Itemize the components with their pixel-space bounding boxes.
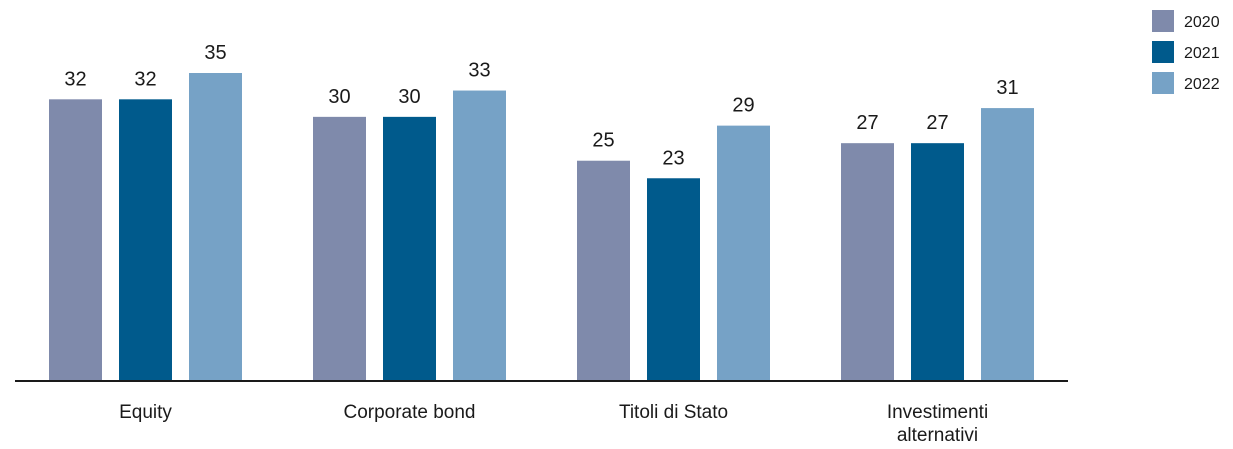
legend-label-2020: 2020 <box>1184 14 1220 31</box>
data-label-2021-1: 30 <box>398 86 420 108</box>
bar-2022-3 <box>981 108 1034 380</box>
legend-label-2022: 2022 <box>1184 76 1220 93</box>
data-label-2021-2: 23 <box>662 147 684 169</box>
bar-2021-3 <box>911 143 964 380</box>
category-label-3-0: Investimenti <box>887 402 988 423</box>
data-label-2021-3: 27 <box>926 112 948 134</box>
category-label-1-0: Corporate bond <box>343 402 475 423</box>
data-label-2022-2: 29 <box>732 95 754 117</box>
data-label-2022-1: 33 <box>468 60 490 82</box>
bar-2020-1 <box>313 116 366 380</box>
data-label-2020-2: 25 <box>592 130 614 152</box>
legend-swatch-2022 <box>1152 72 1174 94</box>
bar-2021-0 <box>119 99 172 381</box>
bar-2020-0 <box>49 99 102 381</box>
data-label-2020-3: 27 <box>856 112 878 134</box>
legend-swatch-2020 <box>1152 10 1174 32</box>
category-label-3-1: alternativi <box>897 425 978 446</box>
bar-2020-2 <box>577 160 630 380</box>
legend: 2020 2021 2022 <box>1152 10 1220 94</box>
bars-layer: 32 32 35 30 30 33 25 23 29 27 27 31 <box>49 42 1034 381</box>
bar-2021-2 <box>647 178 700 380</box>
category-label-2-0: Titoli di Stato <box>619 402 728 423</box>
bar-2020-3 <box>841 143 894 380</box>
bar-2022-2 <box>717 125 770 380</box>
bar-2021-1 <box>383 116 436 380</box>
category-label-0-0: Equity <box>119 402 172 423</box>
legend-label-2021: 2021 <box>1184 45 1220 62</box>
data-label-2022-3: 31 <box>996 77 1018 99</box>
data-label-2020-1: 30 <box>328 86 350 108</box>
bar-2022-0 <box>189 73 242 380</box>
data-label-2021-0: 32 <box>134 68 156 90</box>
data-label-2020-0: 32 <box>64 68 86 90</box>
legend-swatch-2021 <box>1152 41 1174 63</box>
data-label-2022-0: 35 <box>204 42 226 64</box>
bar-2022-1 <box>453 90 506 381</box>
category-labels: Equity Corporate bond Titoli di Stato Inves… <box>119 402 988 446</box>
